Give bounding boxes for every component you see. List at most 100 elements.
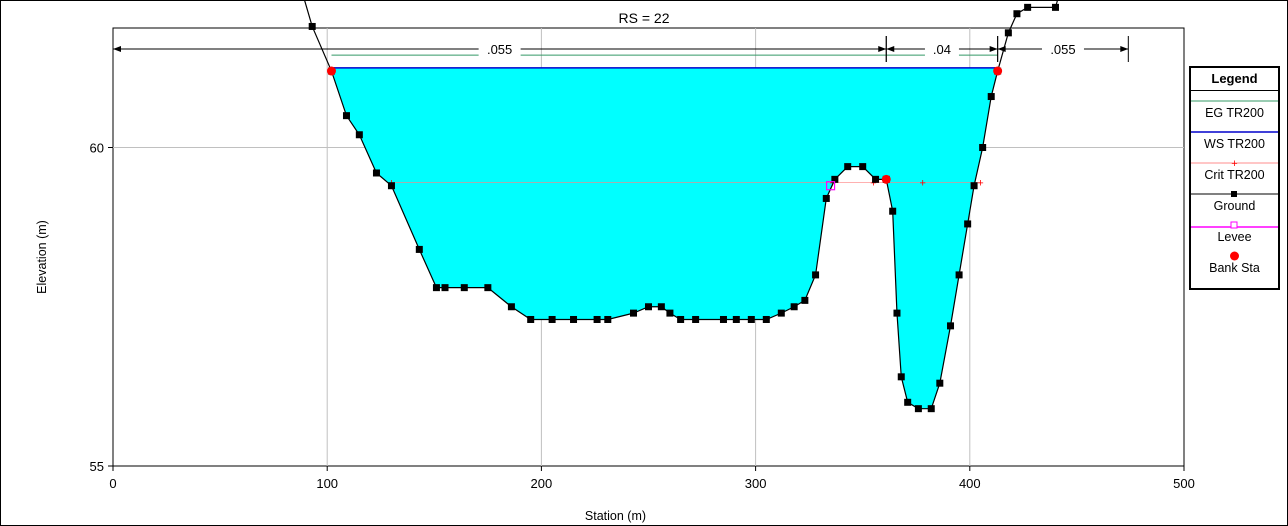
ground-point: [441, 284, 449, 292]
ground-point: [822, 194, 830, 202]
ground-point: [677, 315, 685, 323]
ground-point: [484, 284, 492, 292]
ground-point: [460, 284, 468, 292]
ground-point: [355, 131, 363, 139]
ground-point: [387, 182, 395, 190]
ground-point: [844, 163, 852, 171]
legend: Legend EG TR200 WS TR200 + Crit TR200 Gr…: [1189, 66, 1280, 290]
ground-point: [719, 315, 727, 323]
manning-arrowhead: [878, 46, 887, 52]
ground-point: [777, 309, 785, 317]
manning-label-bg: [1041, 41, 1084, 57]
ground-point: [604, 315, 612, 323]
critical-marker: +: [977, 178, 983, 190]
ground-point: [747, 315, 755, 323]
ground-line: [303, 0, 1059, 410]
y-tick-label: 55: [90, 459, 104, 474]
ground-point: [666, 309, 674, 317]
ground-point: [859, 163, 867, 171]
manning-label: .04: [933, 42, 951, 57]
x-axis-label: Station (m): [585, 509, 646, 523]
legend-title: Legend: [1191, 68, 1278, 91]
critical-marker: +: [919, 178, 925, 190]
ground-point: [801, 296, 809, 304]
ground-point: [657, 303, 665, 311]
manning-label: .055: [487, 42, 512, 57]
legend-label-crit: Crit TR200: [1204, 168, 1265, 182]
manning-arrowhead: [886, 46, 895, 52]
ground-point: [630, 309, 638, 317]
ground-point: [1024, 3, 1032, 11]
legend-label-ground: Ground: [1213, 199, 1256, 213]
legend-swatch-ground: [1191, 189, 1278, 199]
ground-point: [372, 169, 380, 177]
y-tick-label: 60: [90, 141, 104, 156]
bank-station-marker: [326, 66, 336, 76]
ground-point: [570, 315, 578, 323]
levee-marker: [825, 181, 836, 191]
ground-point: [548, 315, 556, 323]
bank-station-marker: [993, 66, 1003, 76]
ground-point: [889, 207, 897, 215]
chart-title: RS = 22: [618, 10, 670, 26]
legend-label-levee: Levee: [1217, 230, 1252, 244]
ground-point: [593, 315, 601, 323]
ground-point: [432, 284, 440, 292]
ground-point: [897, 373, 905, 381]
manning-arrowhead: [113, 46, 121, 52]
ground-point: [927, 405, 935, 413]
ground-point: [1051, 3, 1059, 11]
legend-swatch-bank: [1191, 251, 1278, 261]
x-tick-label: 200: [531, 476, 553, 491]
ground-point: [904, 398, 912, 406]
x-tick-label: 100: [316, 476, 338, 491]
manning-arrowhead: [989, 46, 998, 52]
ground-point: [692, 315, 700, 323]
ground-point: [415, 245, 423, 253]
ground-point: [987, 93, 995, 101]
ground-point: [970, 182, 978, 190]
ground-point: [1004, 29, 1012, 37]
legend-label-bank: Bank Sta: [1209, 261, 1260, 275]
y-axis-label: Elevation (m): [35, 220, 49, 294]
bank-station-marker: [881, 174, 891, 184]
x-tick-label: 0: [109, 476, 116, 491]
ground-point: [964, 220, 972, 228]
legend-label-eg: EG TR200: [1205, 106, 1264, 120]
legend-label-ws: WS TR200: [1204, 137, 1265, 151]
legend-swatch-levee: [1191, 220, 1278, 230]
ground-point: [831, 175, 839, 183]
legend-swatch-crit: +: [1191, 158, 1278, 168]
legend-swatch-eg: [1191, 96, 1278, 106]
ground-point: [645, 303, 652, 311]
ground-point: [914, 405, 922, 413]
ground-point: [790, 303, 798, 311]
ground-point: [1013, 10, 1021, 18]
ground-point: [947, 322, 955, 330]
ground-point: [762, 315, 770, 323]
ground-point: [893, 309, 901, 317]
legend-swatch-ws: [1191, 127, 1278, 137]
ground-point: [979, 144, 987, 151]
manning-label-bg: [478, 41, 521, 57]
ground-point: [527, 315, 535, 323]
x-tick-label: 300: [745, 476, 767, 491]
x-tick-label: 400: [959, 476, 981, 491]
svg-text:+: +: [1231, 158, 1237, 168]
ground-point: [308, 22, 316, 30]
ground-point: [872, 175, 880, 183]
critical-marker: +: [870, 178, 876, 190]
ground-point: [732, 315, 740, 323]
water-area: [331, 67, 998, 409]
manning-label: .055: [1050, 42, 1075, 57]
ground-point: [955, 271, 963, 279]
ground-point: [342, 112, 350, 120]
manning-label-bg: [924, 41, 959, 57]
ground-point: [812, 271, 820, 279]
manning-arrowhead: [1120, 46, 1129, 52]
ground-point: [507, 303, 515, 311]
x-tick-label: 500: [1173, 476, 1195, 491]
manning-arrowhead: [997, 46, 1006, 52]
ground-point: [936, 379, 944, 387]
